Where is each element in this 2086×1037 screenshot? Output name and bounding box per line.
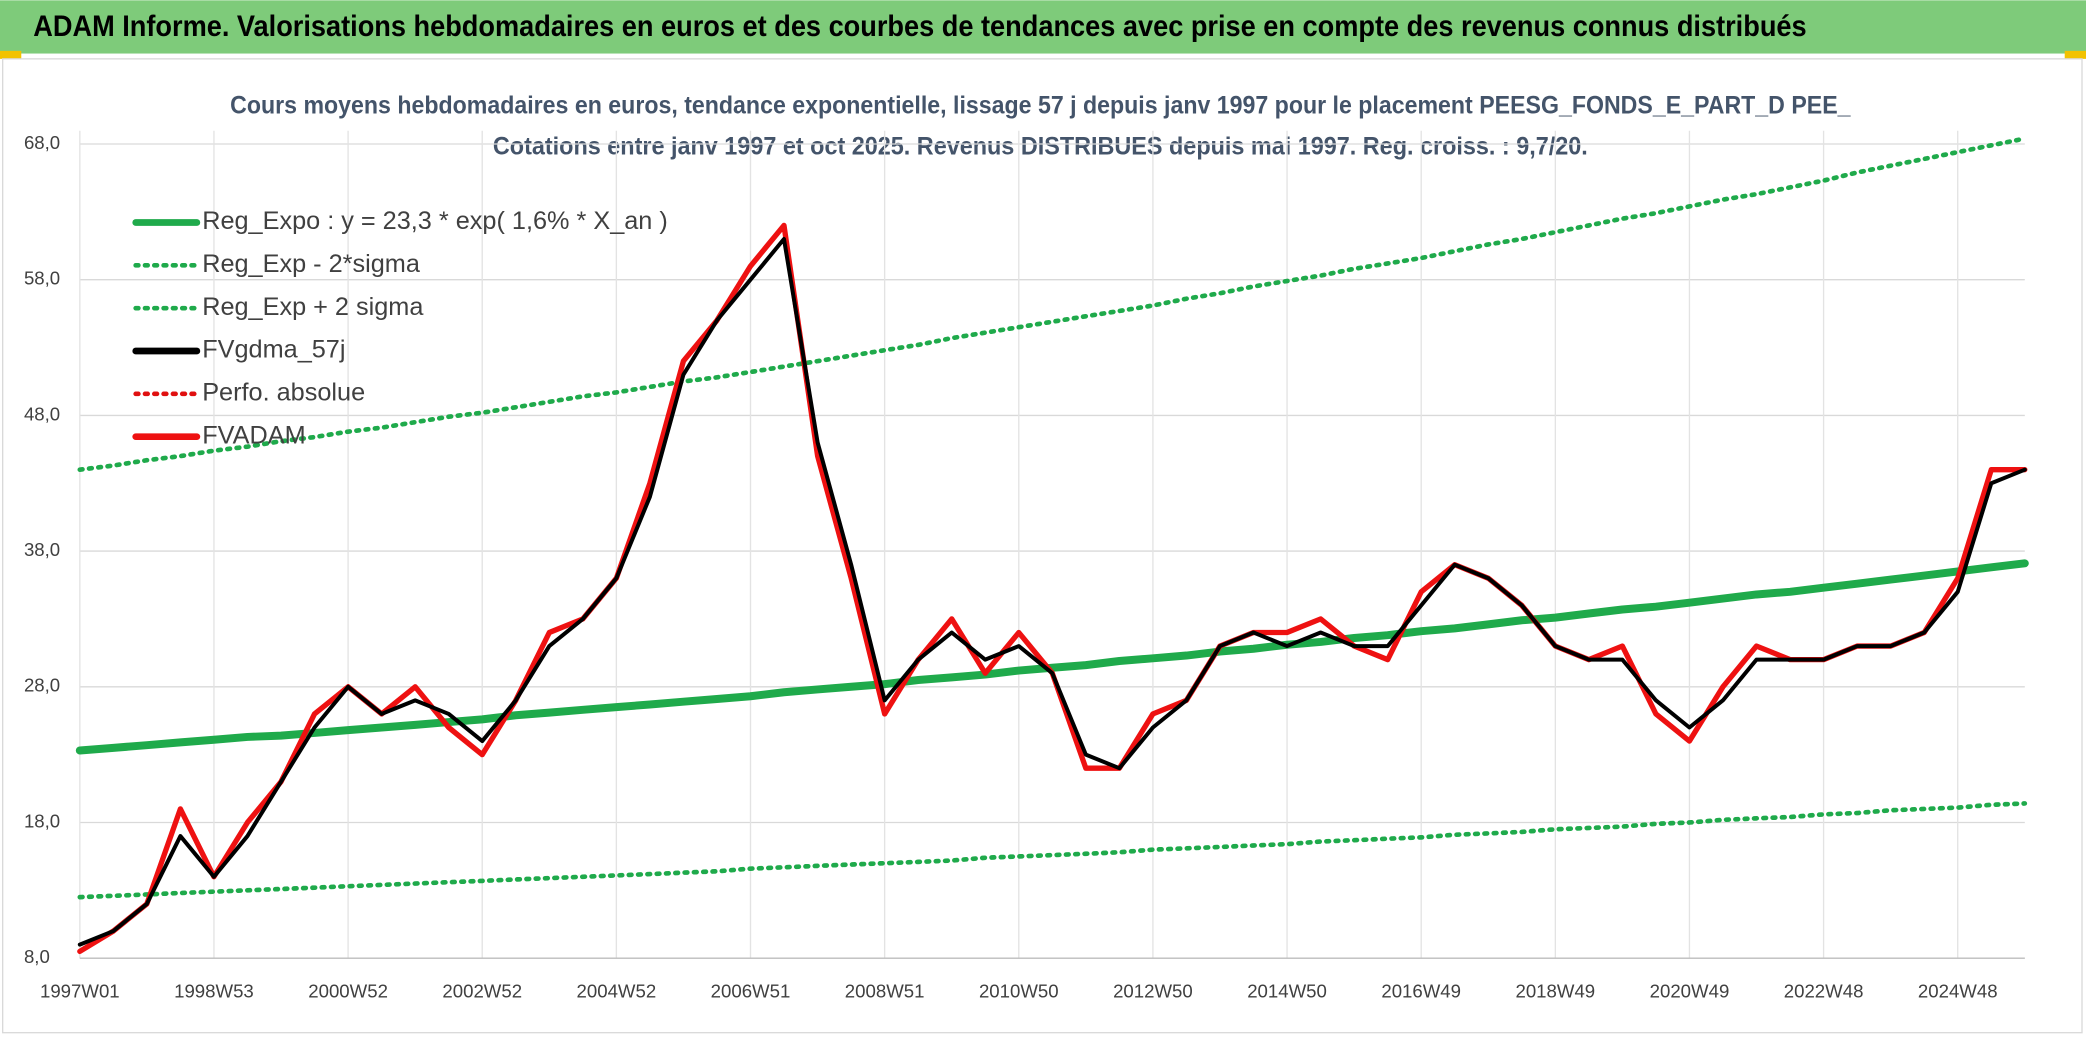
x-tick-label: 2010W50 (979, 981, 1059, 1002)
corner-mark (0, 50, 22, 59)
legend-label: FVADAM (202, 421, 305, 449)
x-tick-label: 2024W48 (1918, 981, 1998, 1002)
legend-label: Reg_Exp - 2*sigma (202, 250, 421, 278)
plot (75, 136, 2029, 955)
x-tick-label: 2020W49 (1650, 981, 1730, 1002)
x-tick-label: 2002W52 (442, 981, 522, 1002)
y-tick-label: 38,0 (24, 539, 60, 560)
y-tick-label: 8,0 (24, 946, 50, 967)
x-tick-label: 2022W48 (1784, 981, 1864, 1002)
x-tick-label: 2016W49 (1381, 981, 1461, 1002)
series-line (77, 801, 2028, 900)
x-tick-label: 2014W50 (1247, 981, 1327, 1002)
x-tick-label: 1997W01 (40, 981, 120, 1002)
legend-label: FVgdma_57j (202, 336, 345, 364)
series-line (77, 236, 2027, 947)
chart-title: Cours moyens hebdomadaires en euros, ten… (230, 91, 1851, 119)
series-line (77, 136, 2028, 473)
x-tick-label: 1998W53 (174, 981, 254, 1002)
y-tick-label: 68,0 (24, 132, 60, 153)
x-tick-label: 2018W49 (1515, 981, 1595, 1002)
x-tick-label: 2000W52 (308, 981, 388, 1002)
x-tick-label: 2008W51 (845, 981, 925, 1002)
legend-label: Reg_Exp + 2 sigma (202, 293, 424, 321)
grid: 8,0 18,0 28,0 38,0 48,0 58,0 68,0 1997W01 1998W5… (24, 130, 2025, 1002)
y-tick-label: 18,0 (24, 810, 60, 831)
x-tick-label: 2006W51 (711, 981, 791, 1002)
banner (0, 0, 2086, 54)
corner-mark (2064, 50, 2086, 59)
series-line (75, 559, 2029, 755)
y-tick-label: 58,0 (24, 268, 60, 289)
legend: Reg_Expo : y = 23,3 * exp( 1,6% * X_an )… (132, 207, 668, 449)
banner-title: ADAM Informe. Valorisations hebdomadaire… (33, 11, 1806, 43)
chart-border (1, 58, 2083, 1034)
x-tick-label: 2012W50 (1113, 981, 1193, 1002)
legend-label: Reg_Expo : y = 23,3 * exp( 1,6% * X_an ) (202, 207, 668, 235)
y-tick-label: 28,0 (24, 675, 60, 696)
chart-subtitle: Cotations entre janv 1997 et oct 2025. R… (493, 133, 1588, 161)
x-tick-label: 2004W52 (577, 981, 657, 1002)
y-tick-label: 48,0 (24, 403, 60, 424)
legend-label: Perfo. absolue (202, 379, 365, 407)
